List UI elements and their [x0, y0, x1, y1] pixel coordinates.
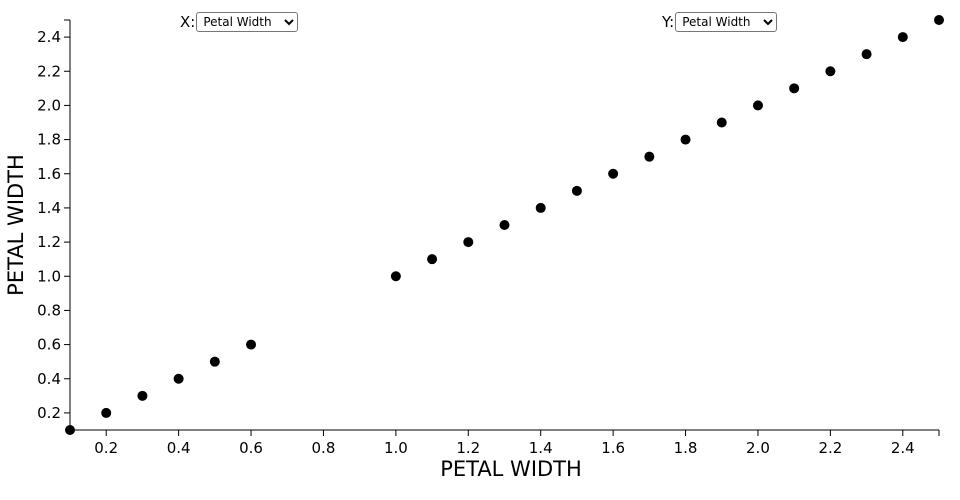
y-axis-selector: Y: Petal Width	[662, 12, 778, 32]
x-tick-label: 2.4	[891, 439, 915, 457]
data-point	[897, 32, 908, 43]
x-tick-label: 0.8	[312, 439, 336, 457]
data-point	[137, 390, 148, 401]
x-tick-label: 1.4	[529, 439, 553, 457]
data-point	[173, 373, 184, 384]
x-selector-label: X:	[180, 13, 196, 31]
y-axis-title: PETAL WIDTH	[4, 154, 28, 296]
x-tick-label: 1.8	[674, 439, 698, 457]
y-tick-label: 0.8	[37, 301, 61, 319]
y-tick-label: 0.6	[37, 336, 61, 354]
axes: 0.2 0.4 0.6 0.8 1.0 1.2 1.4 1.6 1.8 2.0 2.2 2.4 0.2 0…	[37, 19, 940, 457]
x-axis-selector: X: Petal Width	[180, 12, 299, 32]
x-tick-label: 0.6	[239, 439, 263, 457]
data-point	[535, 202, 546, 213]
data-point	[680, 134, 691, 145]
y-tick-label: 2.2	[37, 62, 61, 80]
y-tick-label: 1.6	[37, 165, 61, 183]
y-tick-label: 1.4	[37, 199, 61, 217]
data-point	[463, 237, 474, 248]
data-point	[825, 66, 836, 77]
y-axis-select[interactable]: Petal Width	[675, 12, 778, 32]
data-point	[789, 83, 800, 94]
x-tick-label: 1.6	[601, 439, 625, 457]
x-tick-label: 1.2	[456, 439, 480, 457]
data-point	[934, 15, 944, 25]
data-point	[716, 117, 727, 128]
x-tick-label: 1.0	[384, 439, 408, 457]
data-point	[209, 356, 220, 367]
data-point	[427, 254, 438, 265]
data-point	[246, 339, 257, 350]
data-point	[65, 425, 75, 435]
data-point	[101, 407, 112, 418]
y-tick-label: 0.2	[37, 404, 61, 422]
x-tick-label: 2.0	[746, 439, 770, 457]
data-point	[861, 49, 872, 60]
x-tick-label: 0.4	[167, 439, 191, 457]
y-selector-label: Y:	[662, 13, 675, 31]
data-point	[499, 220, 510, 230]
y-tick-label: 1.8	[37, 131, 61, 149]
x-axis-select[interactable]: Petal Width	[196, 12, 299, 32]
data-point	[608, 168, 619, 179]
data-points	[65, 15, 944, 435]
data-point	[571, 185, 582, 196]
x-tick-label: 0.2	[94, 439, 118, 457]
data-point	[390, 271, 401, 282]
data-point	[752, 100, 763, 111]
data-point	[644, 151, 655, 162]
y-tick-label: 1.0	[37, 267, 61, 285]
x-axis-title: PETAL WIDTH	[440, 457, 582, 481]
x-tick-label: 2.2	[818, 439, 842, 457]
y-tick-label: 1.2	[37, 233, 61, 251]
y-tick-label: 2.4	[37, 28, 61, 46]
y-tick-label: 2.0	[37, 96, 61, 114]
y-tick-label: 0.4	[37, 370, 61, 388]
